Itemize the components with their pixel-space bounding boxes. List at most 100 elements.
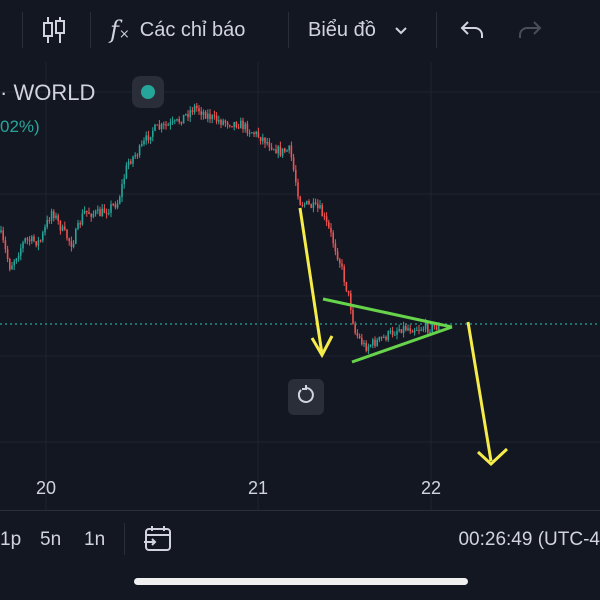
candle-body: [130, 161, 132, 164]
candle-body: [411, 331, 414, 333]
candle-body: [431, 324, 433, 332]
candle-body: [394, 334, 396, 336]
candle-body: [325, 216, 328, 223]
undo-icon[interactable]: [456, 14, 488, 46]
candle-body: [290, 145, 293, 158]
candle-body: [251, 132, 253, 134]
candle-body: [372, 339, 374, 346]
candle-body: [158, 124, 161, 130]
down-arrow-2-head: [476, 447, 509, 467]
candle-body: [389, 330, 392, 332]
chart-type-dropdown[interactable]: Biểu đồ: [308, 14, 408, 46]
candle-body: [264, 137, 266, 144]
candle-body: [352, 309, 354, 324]
candle-body: [26, 238, 29, 240]
candle-body: [356, 332, 359, 336]
reset-chart-button[interactable]: [288, 379, 324, 415]
candle-body: [383, 336, 385, 338]
candle-body: [2, 230, 4, 241]
candle-body: [242, 120, 244, 130]
candle-body: [314, 202, 317, 204]
candle-body: [233, 122, 235, 127]
candle-body: [114, 204, 117, 208]
clock-timezone[interactable]: 00:26:49 (UTC-4: [458, 529, 600, 550]
candle-body: [83, 210, 86, 214]
candle-body: [50, 211, 53, 221]
candle-body: [105, 212, 108, 214]
candle-body: [402, 326, 405, 333]
toolbar-divider: [288, 12, 289, 48]
candle-body: [222, 120, 224, 125]
candle-body: [112, 204, 114, 206]
candle-body: [231, 126, 233, 128]
candle-body: [31, 236, 33, 242]
candle-body: [374, 339, 376, 347]
candle-body: [119, 197, 121, 204]
candle-body: [156, 124, 158, 126]
candle-body: [237, 127, 240, 129]
candle-body: [15, 258, 18, 262]
candle-body: [143, 140, 145, 145]
candle-body: [306, 200, 308, 205]
candle-body: [37, 240, 40, 246]
symbol-name[interactable]: · WORLD: [0, 80, 96, 105]
down-arrow-1-head: [310, 335, 334, 359]
candle-body: [116, 203, 119, 208]
indicators-button[interactable]: f× Các chỉ báo: [110, 14, 245, 46]
candle-body: [13, 261, 15, 266]
candle-body: [363, 343, 365, 345]
candle-body: [92, 213, 95, 217]
candle-body: [244, 123, 246, 130]
market-status-button[interactable]: [132, 76, 164, 108]
candle-body: [413, 330, 416, 333]
calendar-range-icon[interactable]: [143, 525, 173, 558]
candle-body: [35, 241, 37, 246]
candle-body: [257, 131, 260, 138]
candle-body: [48, 220, 51, 222]
candle-body: [154, 124, 156, 131]
candle-body: [90, 213, 92, 217]
candle-body: [429, 331, 431, 333]
candle-body: [407, 328, 409, 331]
candle-body: [248, 132, 251, 134]
chart-canvas[interactable]: [0, 62, 600, 510]
candle-body: [323, 216, 326, 218]
down-arrow-1-shaft: [298, 207, 324, 355]
price-chart[interactable]: [0, 62, 600, 510]
interval-button[interactable]: 1n: [84, 529, 106, 550]
candle-body: [132, 156, 134, 164]
candle-body: [141, 144, 143, 146]
candle-body: [176, 119, 178, 121]
candle-body: [72, 243, 75, 248]
candle-body: [229, 125, 231, 127]
candle-body: [361, 337, 363, 345]
candle-body: [433, 324, 436, 327]
candle-body: [209, 113, 211, 120]
candle-body: [339, 259, 341, 264]
candlestick-icon[interactable]: [38, 14, 70, 46]
candle-body: [268, 142, 271, 148]
candle-body: [255, 131, 257, 135]
bottom-toolbar: 1p 5n 1n 00:26:49 (UTC-4: [0, 510, 600, 568]
candle-body: [418, 329, 420, 331]
candle-body: [207, 113, 209, 119]
candle-body: [385, 336, 387, 340]
candle-body: [350, 293, 352, 310]
candle-body: [369, 345, 372, 347]
candle-body: [308, 200, 310, 205]
candle-body: [213, 115, 216, 117]
candle-body: [281, 148, 284, 156]
candle-body: [138, 145, 141, 156]
candle-body: [396, 331, 398, 335]
indicators-label: Các chỉ báo: [139, 18, 246, 41]
candle-body: [235, 122, 238, 128]
interval-button[interactable]: 1p: [0, 529, 22, 550]
candle-body: [321, 205, 323, 217]
candle-body: [343, 266, 345, 282]
candle-body: [187, 113, 189, 118]
redo-icon[interactable]: [514, 14, 546, 46]
interval-button[interactable]: 5n: [40, 529, 62, 550]
candle-body: [422, 329, 425, 331]
home-indicator[interactable]: [134, 578, 468, 585]
candle-body: [391, 330, 394, 335]
